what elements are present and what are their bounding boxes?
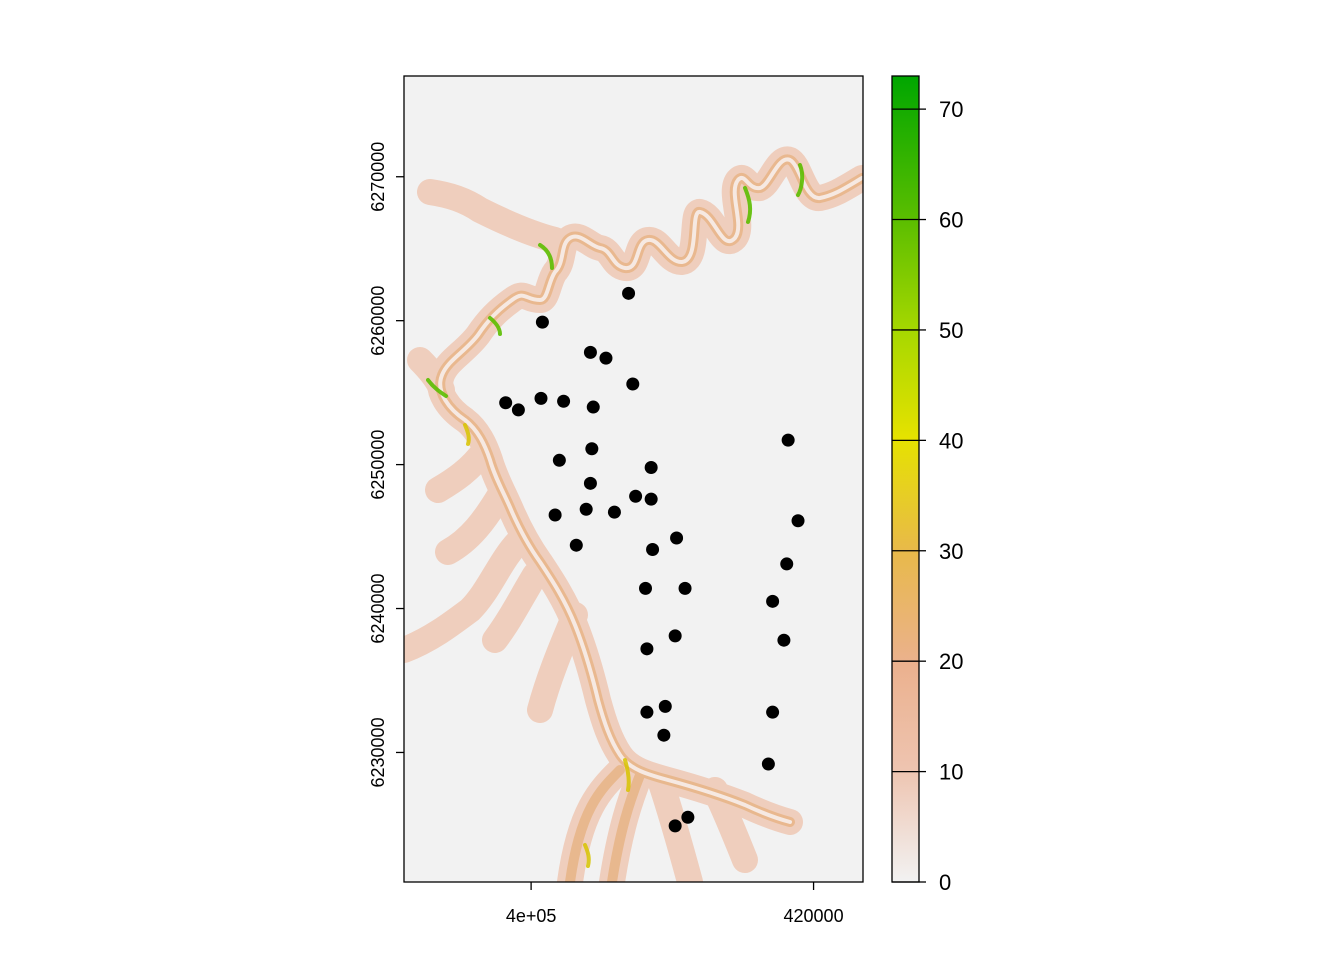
legend-frame (891, 75, 920, 883)
sample-point (626, 377, 640, 391)
sample-point (640, 705, 654, 719)
sample-point (569, 538, 583, 552)
y-tick-label: 6270000 (368, 142, 388, 212)
sample-point (535, 315, 549, 329)
sample-point (658, 699, 672, 713)
sample-point (644, 492, 658, 506)
river-valleys (404, 146, 863, 882)
sample-point (586, 400, 600, 414)
legend-tick-label: 20 (939, 649, 963, 674)
sample-point (557, 394, 571, 408)
sample-point (766, 705, 780, 719)
valley-channel (438, 157, 863, 824)
sample-point (552, 453, 566, 467)
legend-tick-label: 70 (939, 97, 963, 122)
sample-point (780, 557, 794, 571)
sample-point (657, 728, 671, 742)
y-tick-label: 6250000 (368, 430, 388, 500)
sample-point (681, 810, 695, 824)
legend-tick-label: 40 (939, 428, 963, 453)
sample-point (579, 502, 593, 516)
sample-point (534, 391, 548, 405)
legend-tick-label: 0 (939, 870, 951, 895)
legend-colorbar (892, 76, 919, 882)
x-tick-label: 4e+05 (506, 906, 557, 926)
sample-point (599, 351, 613, 365)
sample-point (777, 633, 791, 647)
sample-point (607, 505, 621, 519)
legend-tick-label: 50 (939, 318, 963, 343)
map-frame (403, 75, 864, 883)
sample-point (668, 629, 682, 643)
sample-point (548, 508, 562, 522)
legend-tick-label: 10 (939, 760, 963, 785)
sample-point (499, 396, 513, 410)
yellow-slopes (463, 423, 631, 868)
sample-point (639, 581, 653, 595)
sample-point (670, 531, 684, 545)
sample-point (585, 442, 599, 456)
sample-point (761, 757, 775, 771)
sample-point (781, 433, 795, 447)
sample-point (629, 489, 643, 503)
y-tick-label: 6260000 (368, 286, 388, 356)
sample-point (668, 819, 682, 833)
x-axis: 4e+05 420000 (506, 882, 844, 926)
sample-point (583, 345, 597, 359)
legend-tick-label: 30 (939, 539, 963, 564)
sample-point (640, 642, 654, 656)
legend-ticks: 0 10 20 30 40 50 60 70 (892, 97, 963, 895)
sample-point (583, 476, 597, 490)
sample-point (766, 594, 780, 608)
y-tick-label: 6240000 (368, 573, 388, 643)
sample-point (678, 581, 692, 595)
sample-points (499, 286, 805, 833)
y-tick-label: 6230000 (368, 717, 388, 787)
steep-slopes (426, 163, 805, 398)
sample-point (511, 403, 525, 417)
sample-point (791, 514, 805, 528)
sample-point (646, 543, 660, 557)
x-tick-label: 420000 (784, 906, 844, 926)
y-axis: 6230000 6240000 6250000 6260000 6270000 (368, 142, 404, 788)
sample-point (644, 460, 658, 474)
legend-tick-label: 60 (939, 208, 963, 233)
sample-point (622, 286, 636, 300)
